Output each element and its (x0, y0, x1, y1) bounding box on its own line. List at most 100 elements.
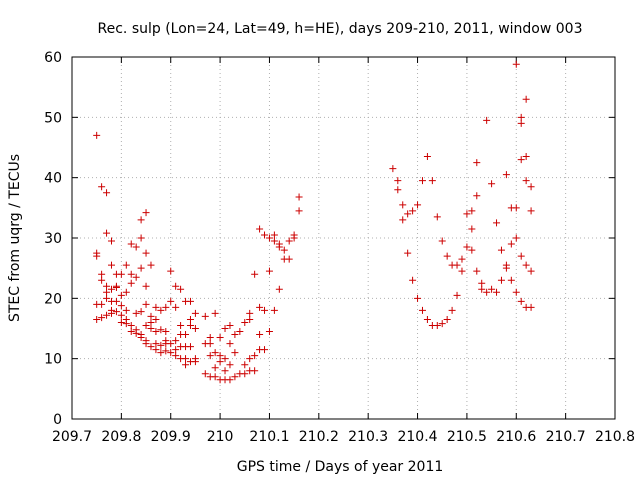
data-point (418, 306, 426, 314)
x-tick-label: 210.1 (249, 429, 289, 445)
data-point (186, 297, 194, 305)
data-point (211, 309, 219, 317)
data-point (280, 246, 288, 254)
data-point (493, 219, 501, 227)
data-point (226, 376, 234, 384)
x-tick-label: 210.3 (348, 429, 388, 445)
data-point (152, 303, 160, 311)
data-point (182, 361, 190, 369)
x-tick-label: 210.4 (397, 429, 437, 445)
data-point (172, 346, 180, 354)
plot-frame (71, 56, 616, 420)
data-point (404, 249, 412, 257)
data-point (152, 315, 160, 323)
data-point (103, 229, 111, 237)
x-tick-label: 209.8 (101, 429, 141, 445)
data-point (256, 331, 264, 339)
data-point (122, 288, 130, 296)
y-tick-label: 40 (44, 171, 62, 187)
data-point (216, 352, 224, 360)
data-point (399, 216, 407, 224)
data-point (162, 303, 170, 311)
data-point (517, 297, 525, 305)
data-point (147, 312, 155, 320)
data-point (414, 201, 422, 209)
data-point (409, 207, 417, 215)
data-point (191, 325, 199, 332)
grid (72, 57, 615, 419)
data-point (399, 201, 407, 209)
data-point (275, 243, 283, 251)
x-tick-label: 210.7 (546, 429, 586, 445)
data-point (147, 325, 155, 332)
data-point (186, 315, 194, 323)
data-point (152, 340, 160, 348)
data-point (438, 320, 446, 328)
data-point (211, 373, 219, 381)
data-point (394, 186, 402, 194)
data-point (177, 285, 185, 293)
data-point (142, 209, 150, 217)
data-point (216, 334, 224, 342)
data-point (98, 270, 106, 278)
data-point (221, 367, 229, 375)
data-point (478, 285, 486, 293)
data-point (414, 294, 422, 302)
data-point (463, 243, 471, 251)
data-point (211, 349, 219, 357)
data-point (246, 315, 254, 323)
data-point (507, 276, 515, 284)
data-points (93, 60, 535, 384)
data-point (103, 288, 111, 296)
axis-ticks: 209.7 209.8 209.9 210 210.1 210.2 210.3 210.4 21… (44, 50, 635, 445)
data-point (127, 321, 135, 329)
data-point (261, 231, 269, 239)
data-point (107, 309, 115, 317)
data-point (172, 337, 180, 345)
data-point (502, 264, 510, 272)
data-point (265, 328, 273, 336)
data-point (517, 119, 525, 127)
data-point (98, 314, 106, 322)
data-point (117, 270, 125, 278)
data-point (443, 315, 451, 323)
data-point (112, 297, 120, 305)
data-point (206, 352, 214, 360)
data-point (137, 216, 145, 224)
data-point (527, 207, 535, 215)
data-point (132, 329, 140, 337)
data-point (251, 352, 259, 360)
data-point (478, 279, 486, 287)
data-point (117, 311, 125, 319)
data-point (107, 261, 115, 269)
data-point (458, 255, 466, 263)
data-point (112, 283, 120, 291)
data-point (186, 343, 194, 351)
data-point (103, 294, 111, 302)
data-point (522, 95, 530, 103)
data-point (201, 312, 209, 320)
data-point (265, 234, 273, 242)
data-point (517, 156, 525, 164)
data-point (295, 193, 303, 201)
data-point (206, 340, 214, 348)
data-point (488, 180, 496, 188)
data-point (497, 276, 505, 284)
data-point (103, 311, 111, 319)
data-point (527, 183, 535, 191)
data-point (127, 270, 135, 278)
data-point (448, 306, 456, 314)
data-point (241, 361, 249, 369)
data-point (167, 349, 175, 357)
data-point (463, 210, 471, 218)
data-point (152, 346, 160, 354)
data-point (93, 252, 101, 260)
x-tick-label: 210.6 (496, 429, 536, 445)
data-point (418, 177, 426, 185)
data-point (117, 318, 125, 326)
data-point (285, 237, 293, 245)
data-point (98, 300, 106, 308)
data-point (438, 237, 446, 245)
data-point (231, 373, 239, 381)
